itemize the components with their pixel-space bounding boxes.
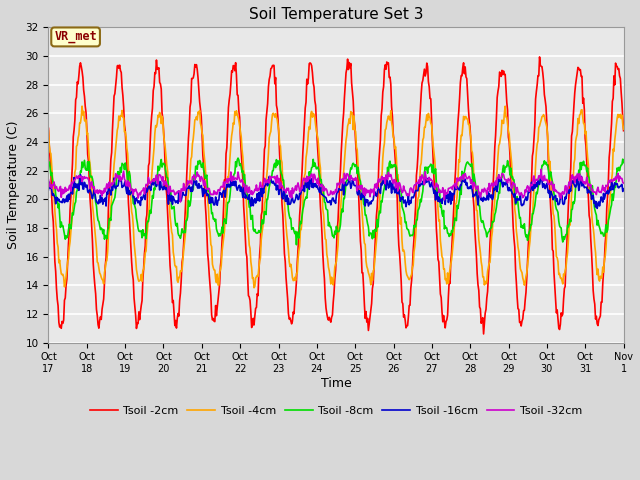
Tsoil -4cm <box>115 113 123 119</box>
Tsoil -32cm <box>424 178 431 183</box>
Tsoil -4cm <box>620 126 627 132</box>
Tsoil -16cm <box>406 198 414 204</box>
Line: Tsoil -4cm: Tsoil -4cm <box>49 106 623 288</box>
Y-axis label: Soil Temperature (C): Soil Temperature (C) <box>7 120 20 249</box>
Tsoil -16cm <box>620 186 627 192</box>
Tsoil -4cm <box>55 260 63 266</box>
Tsoil -8cm <box>234 155 242 161</box>
Tsoil -2cm <box>114 62 122 68</box>
Tsoil -32cm <box>407 185 415 191</box>
Tsoil -8cm <box>173 223 180 229</box>
X-axis label: Time: Time <box>321 377 351 390</box>
Tsoil -8cm <box>424 164 432 170</box>
Tsoil -2cm <box>620 128 627 133</box>
Tsoil -8cm <box>408 232 415 238</box>
Tsoil -4cm <box>78 103 86 109</box>
Tsoil -4cm <box>250 285 258 290</box>
Tsoil -16cm <box>45 187 52 192</box>
Legend: Tsoil -2cm, Tsoil -4cm, Tsoil -8cm, Tsoil -16cm, Tsoil -32cm: Tsoil -2cm, Tsoil -4cm, Tsoil -8cm, Tsoi… <box>85 402 587 420</box>
Tsoil -32cm <box>177 199 184 205</box>
Tsoil -2cm <box>423 60 431 66</box>
Tsoil -8cm <box>203 172 211 178</box>
Tsoil -32cm <box>55 189 63 194</box>
Tsoil -8cm <box>620 160 627 166</box>
Line: Tsoil -8cm: Tsoil -8cm <box>49 158 623 245</box>
Tsoil -16cm <box>593 205 601 211</box>
Tsoil -4cm <box>204 197 211 203</box>
Line: Tsoil -2cm: Tsoil -2cm <box>49 57 623 334</box>
Tsoil -2cm <box>406 302 414 308</box>
Tsoil -4cm <box>173 278 181 284</box>
Tsoil -32cm <box>114 173 122 179</box>
Tsoil -16cm <box>114 183 122 189</box>
Tsoil -16cm <box>55 196 63 202</box>
Tsoil -8cm <box>114 168 122 174</box>
Tsoil -16cm <box>173 198 180 204</box>
Tsoil -32cm <box>620 180 627 186</box>
Tsoil -2cm <box>203 230 211 236</box>
Title: Soil Temperature Set 3: Soil Temperature Set 3 <box>249 7 423 22</box>
Tsoil -2cm <box>536 54 543 60</box>
Tsoil -4cm <box>45 128 52 133</box>
Tsoil -4cm <box>408 272 415 277</box>
Tsoil -2cm <box>480 331 488 337</box>
Tsoil -2cm <box>45 125 52 131</box>
Tsoil -16cm <box>538 171 545 177</box>
Tsoil -2cm <box>55 320 63 325</box>
Tsoil -32cm <box>45 177 52 183</box>
Line: Tsoil -32cm: Tsoil -32cm <box>49 169 623 202</box>
Tsoil -16cm <box>423 180 431 185</box>
Tsoil -8cm <box>45 159 52 165</box>
Tsoil -16cm <box>203 193 211 199</box>
Tsoil -2cm <box>173 325 180 331</box>
Tsoil -8cm <box>55 201 63 206</box>
Tsoil -4cm <box>424 110 432 116</box>
Tsoil -32cm <box>538 167 545 172</box>
Tsoil -8cm <box>292 242 300 248</box>
Tsoil -32cm <box>173 189 180 195</box>
Tsoil -32cm <box>204 187 211 192</box>
Text: VR_met: VR_met <box>54 30 97 43</box>
Line: Tsoil -16cm: Tsoil -16cm <box>49 174 623 208</box>
